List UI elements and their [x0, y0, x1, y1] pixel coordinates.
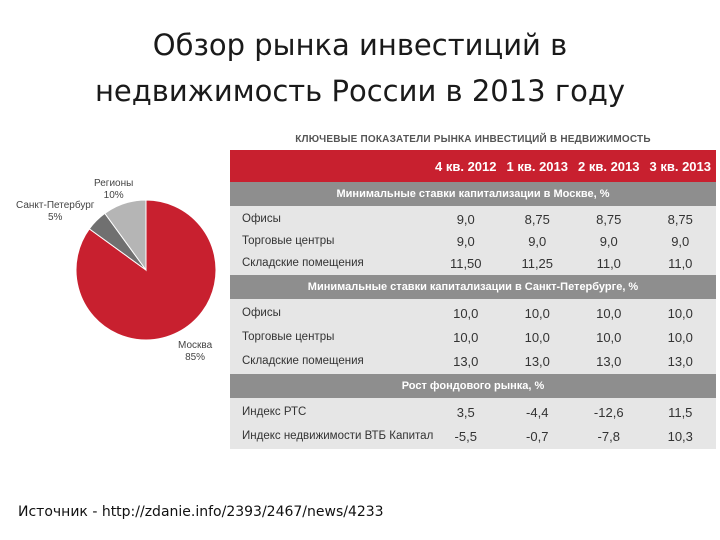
- cell-value: 9,0: [528, 233, 547, 249]
- cell-value: 11,0: [596, 255, 621, 271]
- cell-value: 9,0: [456, 233, 475, 249]
- cell-value: 9,0: [671, 233, 690, 249]
- cell-value: 10,0: [667, 305, 693, 321]
- pie-chart: Регионы 10% Санкт-Петербург 5% Москва 85…: [10, 168, 225, 373]
- section-title-spb: Минимальные ставки капитализации в Санкт…: [230, 275, 716, 299]
- cell-value: 11,0: [668, 255, 693, 271]
- cell-value: 11,5: [668, 404, 693, 420]
- cell-value: 13,0: [667, 353, 693, 369]
- cell-value: 13,0: [453, 353, 479, 369]
- row-label: Индекс недвижимости ВТБ Капитал: [242, 430, 434, 442]
- cell-value: 3,5: [456, 404, 475, 420]
- table-row: Индекс недвижимости ВТБ Капитал -5,5 -0,…: [230, 424, 716, 448]
- row-label: Индекс РТС: [242, 406, 307, 418]
- pie-chart-svg: [75, 199, 217, 341]
- column-header: 4 кв. 2012: [435, 158, 497, 174]
- pie-label-name: Санкт-Петербург: [16, 200, 95, 211]
- cell-value: 11,50: [449, 255, 482, 271]
- cell-value: -7,8: [597, 428, 620, 444]
- cell-value: 8,75: [524, 211, 550, 227]
- column-header: 1 кв. 2013: [506, 158, 568, 174]
- table-heading: КЛЮЧЕВЫЕ ПОКАЗАТЕЛИ РЫНКА ИНВЕСТИЦИЙ В Н…: [295, 134, 651, 145]
- row-label: Складские помещения: [242, 257, 364, 269]
- slide-title-line-1: Обзор рынка инвестиций в: [152, 28, 568, 62]
- source-note: Источник - http://zdanie.info/2393/2467/…: [18, 504, 384, 520]
- pie-slice-regions: [104, 199, 147, 272]
- slide-title-line-2: недвижимость России в 2013 году: [94, 74, 626, 108]
- pie-label-percent: 5%: [47, 212, 63, 223]
- cell-value: -5,5: [454, 428, 477, 444]
- table-header-row: 4 кв. 2012 1 кв. 2013 2 кв. 2013 3 кв. 2…: [230, 150, 716, 182]
- pie-label-percent: 10%: [103, 190, 124, 201]
- cell-value: 10,0: [596, 329, 622, 345]
- table-row: Офисы 10,0 10,0 10,0 10,0: [230, 301, 716, 325]
- cell-value: 10,0: [667, 329, 693, 345]
- cell-value: 11,25: [521, 255, 554, 271]
- cell-value: -12,6: [593, 404, 624, 420]
- cell-value: 10,0: [453, 305, 479, 321]
- cell-value: 8,75: [667, 211, 693, 227]
- cell-value: 13,0: [524, 353, 550, 369]
- cell-value: 8,75: [596, 211, 622, 227]
- column-header: 3 кв. 2013: [649, 158, 711, 174]
- cell-value: -4,4: [526, 404, 549, 420]
- table-row: Торговые центры 9,0 9,0 9,0 9,0: [230, 230, 716, 252]
- pie-label-spb: Санкт-Петербург 5%: [16, 200, 94, 224]
- row-label: Офисы: [242, 307, 281, 319]
- pie-label-name: Регионы: [94, 178, 134, 189]
- section-rows-spb: Офисы 10,0 10,0 10,0 10,0 Торговые центр…: [230, 299, 716, 374]
- cell-value: 13,0: [596, 353, 622, 369]
- cell-value: 10,0: [453, 329, 479, 345]
- cell-value: 10,0: [524, 329, 550, 345]
- indicators-table: КЛЮЧЕВЫЕ ПОКАЗАТЕЛИ РЫНКА ИНВЕСТИЦИЙ В Н…: [230, 130, 716, 449]
- cell-value: 10,0: [524, 305, 550, 321]
- section-rows-stock-market: Индекс РТС 3,5 -4,4 -12,6 11,5 Индекс не…: [230, 398, 716, 449]
- table-row: Индекс РТС 3,5 -4,4 -12,6 11,5: [230, 400, 716, 424]
- section-title-moscow: Минимальные ставки капитализации в Москв…: [230, 182, 716, 206]
- pie-label-moscow: Москва 85%: [178, 340, 212, 364]
- pie-label-name: Москва: [178, 340, 213, 351]
- cell-value: 9,0: [599, 233, 618, 249]
- row-label: Торговые центры: [242, 235, 335, 247]
- cell-value: -0,7: [526, 428, 549, 444]
- table-row: Торговые центры 10,0 10,0 10,0 10,0: [230, 325, 716, 349]
- pie-label-regions: Регионы 10%: [94, 178, 133, 202]
- slide-title: Обзор рынка инвестиций в недвижимость Ро…: [30, 22, 690, 114]
- table-row: Складские помещения 13,0 13,0 13,0 13,0: [230, 349, 716, 373]
- table-row: Складские помещения 11,50 11,25 11,0 11,…: [230, 252, 716, 274]
- pie-label-percent: 85%: [185, 352, 206, 363]
- row-label: Офисы: [242, 213, 281, 225]
- cell-value: 10,3: [667, 428, 693, 444]
- row-label: Складские помещения: [242, 355, 364, 367]
- cell-value: 9,0: [456, 211, 475, 227]
- row-label: Торговые центры: [242, 331, 335, 343]
- section-rows-moscow: Офисы 9,0 8,75 8,75 8,75 Торговые центры…: [230, 206, 716, 275]
- column-header: 2 кв. 2013: [578, 158, 640, 174]
- cell-value: 10,0: [596, 305, 622, 321]
- section-title-stock-market: Рост фондового рынка, %: [230, 374, 716, 398]
- table-row: Офисы 9,0 8,75 8,75 8,75: [230, 208, 716, 230]
